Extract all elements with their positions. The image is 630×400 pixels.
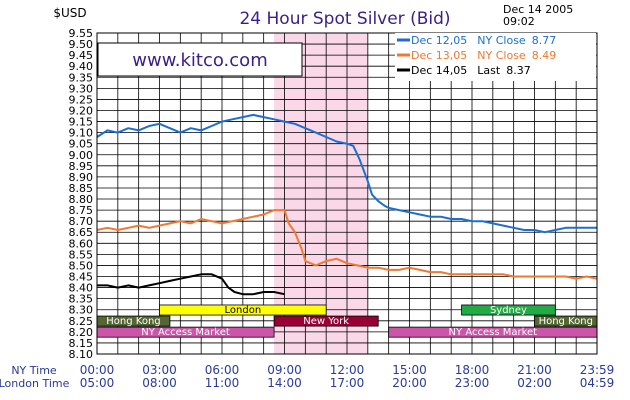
session-bar <box>461 304 556 316</box>
y-tick-label: 8.90 <box>69 171 94 184</box>
x-tick-label-ny: 09:00 <box>267 363 302 377</box>
y-axis-ticks: 8.108.158.208.258.308.358.408.458.508.55… <box>69 27 94 361</box>
y-tick-label: 8.45 <box>69 271 94 284</box>
x-tick-label-london: 04:59 <box>580 376 615 390</box>
series-line <box>97 273 285 296</box>
x-tick-label-ny: 21:00 <box>517 363 552 377</box>
y-tick-label: 9.00 <box>69 149 94 162</box>
series-line <box>96 209 598 280</box>
chart-legend: Dec 12,05 NY Close 8.77 Dec 13,05 NY Close 8.… <box>395 33 596 81</box>
x-tick-label-london: 08:00 <box>142 376 177 390</box>
x-tick-label-ny: 12:00 <box>330 363 365 377</box>
chart-title: 24 Hour Spot Silver (Bid) <box>239 9 450 29</box>
session-bar <box>273 315 379 327</box>
y-tick-label: 8.55 <box>69 248 94 261</box>
y-tick-label: 8.25 <box>69 315 94 328</box>
chart-series-lines <box>96 113 598 296</box>
y-tick-label: 9.30 <box>69 82 94 95</box>
x-tick-label-london: 05:00 <box>80 376 115 390</box>
ny-trading-hours-highlight <box>274 33 368 354</box>
plot-frame <box>96 32 598 355</box>
x-tick-label-ny: 23:59 <box>580 363 615 377</box>
y-tick-label: 9.05 <box>69 138 94 151</box>
x-tick-label-london: 23:00 <box>455 376 490 390</box>
session-label: New York <box>303 316 349 327</box>
y-tick-label: 9.10 <box>69 127 94 140</box>
y-tick-label: 9.50 <box>69 38 94 51</box>
x-tick-label-london: 11:00 <box>205 376 240 390</box>
y-tick-label: 9.25 <box>69 93 94 106</box>
x-tick-label-london: 17:00 <box>330 376 365 390</box>
y-tick-label: 8.70 <box>69 215 94 228</box>
y-tick-label: 8.80 <box>69 193 94 206</box>
y-tick-label: 8.15 <box>69 337 94 350</box>
y-tick-label: 9.35 <box>69 71 94 84</box>
x-tick-label-london: 20:00 <box>392 376 427 390</box>
session-bar <box>159 304 327 316</box>
session-label: Sydney <box>490 305 527 316</box>
legend-entry: Dec 13,05 NY Close 8.49 <box>411 49 556 62</box>
watermark-box <box>97 42 303 77</box>
legend-entry: Dec 12,05 NY Close 8.77 <box>411 34 556 47</box>
y-tick-label: 8.65 <box>69 226 94 239</box>
y-tick-label: 9.15 <box>69 116 94 129</box>
y-tick-label: 8.30 <box>69 304 94 317</box>
x-tick-label-london: 14:00 <box>267 376 302 390</box>
session-label: London <box>225 305 262 316</box>
ny-time-row-label: NY Time <box>11 364 57 377</box>
x-tick-label-london: 02:00 <box>517 376 552 390</box>
y-tick-label: 9.20 <box>69 104 94 117</box>
session-label: Hong Kong <box>106 316 160 327</box>
y-tick-label: 8.85 <box>69 182 94 195</box>
london-time-row-label: London Time <box>0 377 70 390</box>
y-tick-label: 8.20 <box>69 326 94 339</box>
x-tick-label-ny: 06:00 <box>205 363 240 377</box>
y-axis-label: $USD <box>53 6 86 20</box>
watermark-text: www.kitco.com <box>132 50 267 71</box>
legend-entry: Dec 14,05 Last 8.37 <box>411 64 531 77</box>
session-label: NY Access Market <box>141 327 230 338</box>
y-tick-label: 8.50 <box>69 259 94 272</box>
timestamp-date: Dec 14 2005 <box>503 3 573 16</box>
y-tick-label: 8.40 <box>69 282 94 295</box>
y-tick-label: 8.60 <box>69 237 94 250</box>
y-tick-label: 9.55 <box>69 27 94 40</box>
series-line <box>96 113 597 234</box>
y-tick-label: 8.75 <box>69 204 94 217</box>
y-tick-label: 9.45 <box>69 49 94 62</box>
y-tick-label: 8.35 <box>69 293 94 306</box>
x-tick-label-ny: 15:00 <box>392 363 427 377</box>
legend-background <box>395 33 596 81</box>
x-tick-label-ny: 18:00 <box>455 363 490 377</box>
timestamp-time: 09:02 <box>503 15 535 28</box>
y-tick-label: 9.40 <box>69 60 94 73</box>
x-tick-label-ny: 03:00 <box>142 363 177 377</box>
session-label: Hong Kong <box>539 316 593 327</box>
x-tick-label-ny: 00:00 <box>80 363 115 377</box>
session-label: NY Access Market <box>449 327 538 338</box>
y-tick-label: 8.95 <box>69 160 94 173</box>
y-tick-label: 8.10 <box>69 348 94 361</box>
